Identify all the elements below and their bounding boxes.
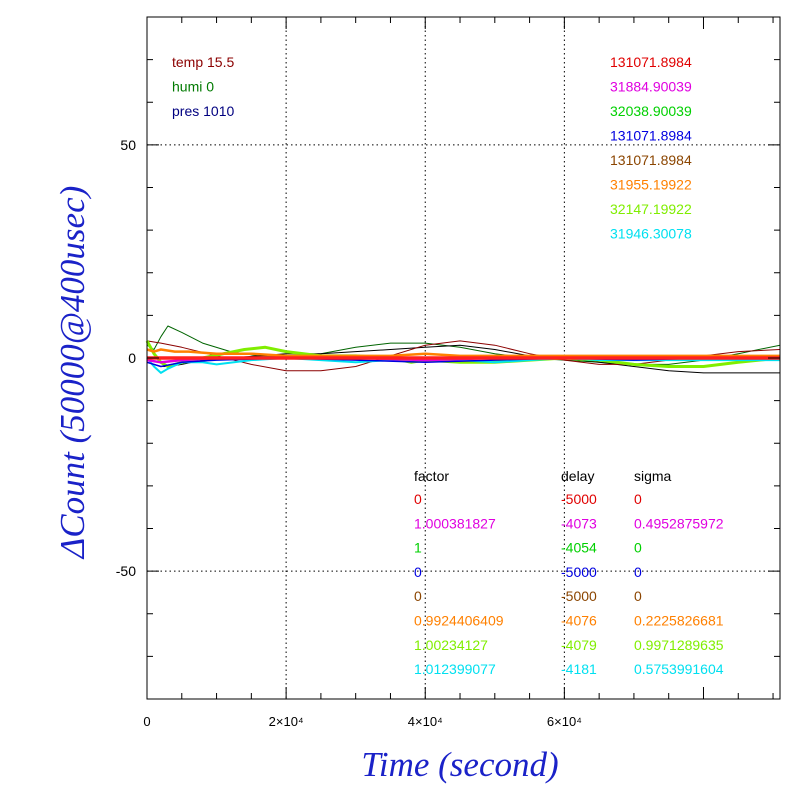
param-factor: 1.000381827: [414, 515, 496, 531]
param-delay: -5000: [561, 564, 597, 580]
param-factor: 0: [414, 588, 422, 604]
param-sigma: 0.4952875972: [634, 515, 724, 531]
param-header: delay: [561, 468, 594, 484]
param-sigma: 0.9971289635: [634, 637, 724, 653]
param-delay: -5000: [561, 491, 597, 507]
param-sigma: 0.5753991604: [634, 661, 724, 677]
series-line: [146, 348, 780, 358]
param-factor: 1.00234127: [414, 637, 488, 653]
param-sigma: 0: [634, 540, 642, 556]
channel-value: 32038.90039: [610, 103, 692, 119]
param-sigma: 0: [634, 588, 642, 604]
param-header: sigma: [634, 468, 672, 484]
channel-value: 31884.90039: [610, 79, 692, 95]
channel-value: 131071.8984: [610, 128, 692, 144]
param-delay: -4079: [561, 637, 597, 653]
tick-labels: 0 2×10⁴ 4×10⁴ 6×10⁴ 50 0 -50: [116, 137, 582, 729]
x-tick-label: 4×10⁴: [408, 714, 443, 729]
env-label: humi 0: [172, 79, 214, 95]
y-tick-label: 0: [128, 350, 136, 366]
x-tick-label: 6×10⁴: [547, 714, 582, 729]
param-delay: -4073: [561, 515, 597, 531]
series-lines: [145, 325, 781, 374]
y-tick-label: 50: [120, 137, 136, 153]
param-sigma: 0.2225826681: [634, 613, 724, 629]
x-tick-label: 2×10⁴: [269, 714, 304, 729]
param-delay: -4054: [561, 540, 597, 556]
x-axis-title: Time (second): [361, 745, 558, 784]
param-header: factor: [414, 468, 449, 484]
channel-value: 31946.30078: [610, 226, 692, 242]
channel-value: 32147.19922: [610, 201, 692, 217]
env-label: temp 15.5: [172, 54, 234, 70]
channel-value: 131071.8984: [610, 54, 692, 70]
param-sigma: 0: [634, 564, 642, 580]
param-factor: 1.012399077: [414, 661, 496, 677]
param-delay: -5000: [561, 588, 597, 604]
annotations: temp 15.5 humi 0 pres 1010 131071.8984 31884…: [172, 54, 724, 677]
channel-value: 131071.8984: [610, 152, 692, 168]
channel-value: 31955.19922: [610, 177, 692, 193]
param-factor: 0.9924406409: [414, 613, 504, 629]
param-delay: -4181: [561, 661, 597, 677]
param-factor: 0: [414, 491, 422, 507]
y-tick-label: -50: [116, 563, 136, 579]
y-axis-title: ΔCount (50000@400usec): [53, 186, 92, 561]
param-factor: 1: [414, 540, 422, 556]
param-sigma: 0: [634, 491, 642, 507]
axis-ticks: [147, 17, 780, 699]
x-tick-label: 0: [143, 714, 150, 729]
param-delay: -4076: [561, 613, 597, 629]
param-factor: 0: [414, 564, 422, 580]
env-label: pres 1010: [172, 103, 234, 119]
